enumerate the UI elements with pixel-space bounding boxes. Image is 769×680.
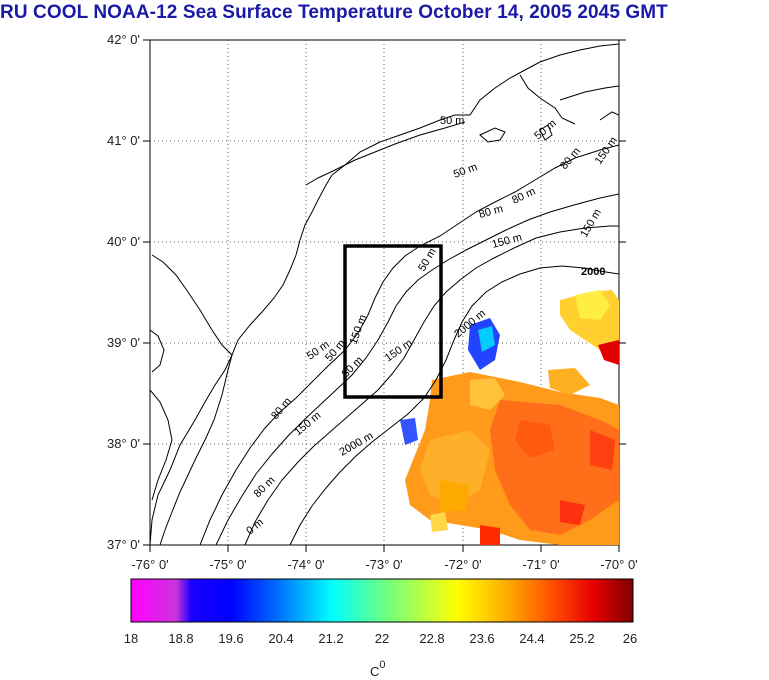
colorbar-unit: C0	[370, 659, 386, 679]
lon-tick-labels: -76° 0' -75° 0' -74° 0' -73° 0' -72° 0' …	[131, 557, 637, 572]
isobath-label: 2000	[581, 266, 605, 278]
colorbar-label: 20.4	[268, 631, 293, 646]
map-title: RU COOL NOAA-12 Sea Surface Temperature …	[0, 2, 668, 23]
lat-tick-label: 37° 0'	[107, 537, 140, 552]
lat-tick-labels: 42° 0' 41° 0' 40° 0' 39° 0' 38° 0' 37° 0…	[107, 32, 140, 552]
colorbar-label: 22	[375, 631, 389, 646]
lat-tick-label: 38° 0'	[107, 436, 140, 451]
lat-tick-label: 42° 0'	[107, 32, 140, 47]
colorbar-label: 26	[623, 631, 637, 646]
colorbar	[130, 578, 634, 623]
lat-tick-label: 39° 0'	[107, 335, 140, 350]
colorbar-label: 24.4	[519, 631, 544, 646]
study-area-box	[343, 244, 443, 399]
lon-tick-label: -75° 0'	[209, 557, 246, 572]
colorbar-label: 25.2	[569, 631, 594, 646]
coastline	[150, 43, 619, 545]
colorbar-label: 18.8	[168, 631, 193, 646]
lat-tick-label: 41° 0'	[107, 133, 140, 148]
lon-tick-label: -72° 0'	[444, 557, 481, 572]
colorbar-label: 19.6	[218, 631, 243, 646]
colorbar-label: 21.2	[318, 631, 343, 646]
colorbar-label: 23.6	[469, 631, 494, 646]
lat-tick-label: 40° 0'	[107, 234, 140, 249]
sst-data	[400, 290, 619, 545]
colorbar-label: 22.8	[419, 631, 444, 646]
isobath-label: 50 m	[440, 115, 464, 127]
frame-ticks	[143, 39, 626, 552]
colorbar-labels: 18 18.8 19.6 20.4 21.2 22 22.8 23.6 24.4…	[124, 631, 637, 646]
lon-tick-label: -74° 0'	[287, 557, 324, 572]
lon-tick-label: -71° 0'	[522, 557, 559, 572]
colorbar-label: 18	[124, 631, 138, 646]
lon-tick-label: -70° 0'	[600, 557, 637, 572]
isobaths	[199, 144, 619, 545]
lon-tick-label: -76° 0'	[131, 557, 168, 572]
lon-tick-label: -73° 0'	[365, 557, 402, 572]
